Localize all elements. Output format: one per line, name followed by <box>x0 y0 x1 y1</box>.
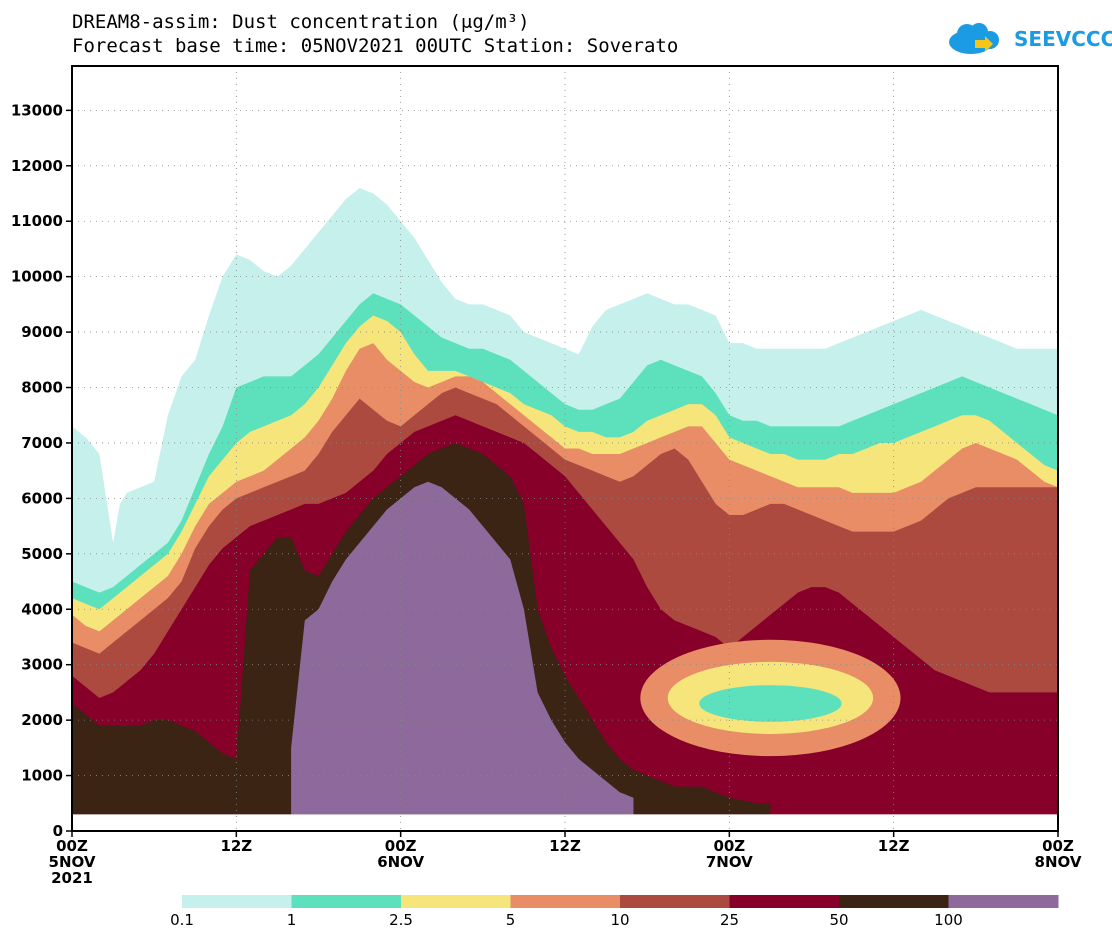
chart-subtitle: Forecast base time: 05NOV2021 00UTC Stat… <box>72 35 678 57</box>
contour-fill-100 <box>291 481 634 815</box>
colorbar-label: 5 <box>506 911 516 929</box>
grid-lines <box>72 66 1058 831</box>
colorbar: 0.1 1 2.5 5 10 25 50 100 <box>170 895 1059 929</box>
chart-title: DREAM8-assim: Dust concentration (μg/m³) <box>72 11 530 33</box>
colorbar-swatch-10 <box>620 895 730 908</box>
y-tick-label: 7000 <box>21 434 63 452</box>
colorbar-label: 1 <box>287 911 297 929</box>
colorbar-swatch-0_1 <box>182 895 292 908</box>
cloud-icon <box>949 23 999 54</box>
logo-text: SEEVCCC <box>1014 27 1112 51</box>
y-tick-label: 3000 <box>21 656 63 674</box>
y-tick-label: 4000 <box>21 600 63 618</box>
colorbar-label: 0.1 <box>170 911 194 929</box>
x-tick-label: 00Z <box>1042 837 1074 855</box>
y-tick-label: 2000 <box>21 711 63 729</box>
axes: 0 1000 2000 3000 4000 5000 6000 7000 8000 9000 100… <box>11 65 1082 887</box>
y-tick-label: 5000 <box>21 545 63 563</box>
x-tick-label: 2021 <box>51 869 93 887</box>
seevccc-logo <box>945 18 1105 58</box>
colorbar-label: 25 <box>720 911 739 929</box>
y-tick-label: 11000 <box>11 212 63 230</box>
x-tick-label: 7NOV <box>706 853 753 871</box>
colorbar-label: 2.5 <box>389 911 413 929</box>
x-tick-label: 8NOV <box>1035 853 1082 871</box>
x-tick-label: 12Z <box>220 837 252 855</box>
x-tick-label: 12Z <box>549 837 581 855</box>
y-tick-label: 10000 <box>11 268 63 286</box>
colorbar-label: 10 <box>610 911 629 929</box>
y-tick-label: 8000 <box>21 379 63 397</box>
y-tick-label: 0 <box>53 822 63 840</box>
y-tick-label: 6000 <box>21 489 63 507</box>
x-tick-label: 6NOV <box>377 853 424 871</box>
x-tick-label: 00Z <box>56 837 88 855</box>
x-tick-label: 12Z <box>878 837 910 855</box>
colorbar-swatch-5 <box>510 895 621 908</box>
x-tick-label: 5NOV <box>49 853 96 871</box>
colorbar-swatch-2_5 <box>401 895 511 908</box>
x-tick-label: 00Z <box>713 837 745 855</box>
y-tick-label: 12000 <box>11 157 63 175</box>
colorbar-label: 50 <box>829 911 848 929</box>
inner-contour-1 <box>699 685 842 722</box>
colorbar-swatch-100 <box>948 895 1059 908</box>
colorbar-swatch-50 <box>839 895 949 908</box>
y-tick-label: 1000 <box>21 767 63 785</box>
colorbar-swatch-25 <box>729 895 840 908</box>
colorbar-label: 100 <box>934 911 963 929</box>
y-tick-label: 9000 <box>21 323 63 341</box>
y-tick-label: 13000 <box>11 101 63 119</box>
colorbar-swatch-1 <box>291 895 402 908</box>
x-tick-label: 00Z <box>385 837 417 855</box>
